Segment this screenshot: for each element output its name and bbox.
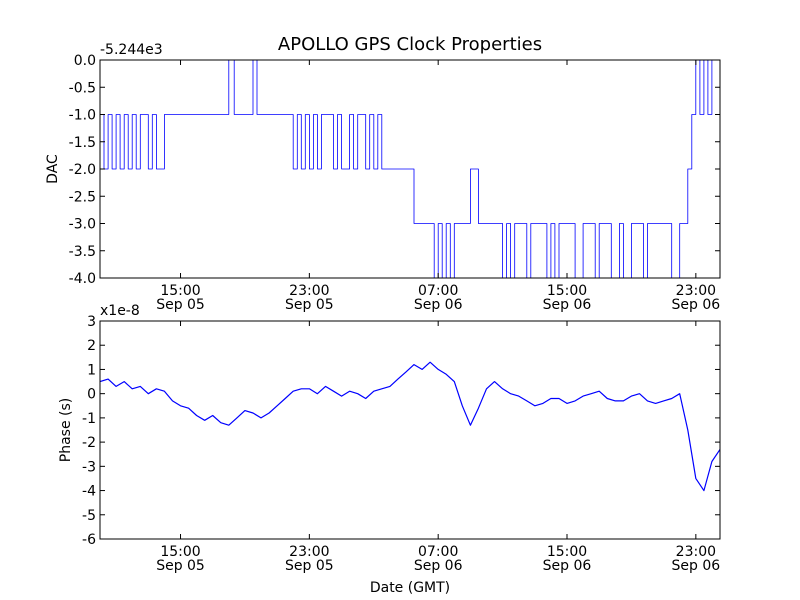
bottom-y-tick-label: 3 — [87, 314, 96, 330]
chart-title: APOLLO GPS Clock Properties — [278, 34, 542, 55]
top-y-tick-label: -0.5 — [69, 80, 96, 96]
bottom-plot-area — [99, 320, 721, 540]
bottom-y-tick-label: -1 — [82, 411, 96, 427]
x-axis-label: Date (GMT) — [370, 580, 450, 596]
bottom-x-tick-label-date: Sep 05 — [285, 558, 334, 574]
bottom-y-axis-label: Phase (s) — [58, 398, 74, 462]
top-y-tick-label: 0.0 — [74, 53, 96, 69]
bottom-y-tick-label: -5 — [82, 508, 96, 524]
top-panel: -5.244e3 0.0 -0.5 -1.0 -1.5 -2.0 -2.5 -3.0 -3.5… — [45, 42, 721, 313]
top-y-tick-label: -4.0 — [69, 271, 96, 287]
bottom-offset-label: x1e-8 — [100, 303, 140, 319]
top-x-tick-label-time: 15:00 — [547, 283, 587, 299]
bottom-x-tick-label-time: 23:00 — [289, 544, 329, 560]
top-x-tick-label-date: Sep 06 — [543, 297, 592, 313]
top-x-tick-label-date: Sep 05 — [285, 297, 334, 313]
phase-series — [99, 361, 721, 492]
top-x-tick-label-time: 23:00 — [676, 283, 716, 299]
top-x-tick-label-date: Sep 06 — [414, 297, 463, 313]
bottom-y-tick-label: -6 — [82, 532, 96, 548]
bottom-y-tick-label: -3 — [82, 459, 96, 475]
dac-series — [100, 59, 716, 279]
bottom-y-tick-label: 2 — [87, 338, 96, 354]
top-y-tick-label: -2.5 — [69, 189, 96, 205]
bottom-x-tick-label-time: 23:00 — [676, 544, 716, 560]
bottom-x-tick-label-time: 15:00 — [547, 544, 587, 560]
bottom-x-tick-label-time: 15:00 — [160, 544, 200, 560]
top-x-tick-label-time: 23:00 — [289, 283, 329, 299]
bottom-y-tick-label: -2 — [82, 435, 96, 451]
top-x-tick-label-time: 07:00 — [418, 283, 458, 299]
bottom-x-tick-label-date: Sep 06 — [672, 558, 721, 574]
bottom-x-tick-label-date: Sep 06 — [543, 558, 592, 574]
bottom-y-tick-label: 0 — [87, 387, 96, 403]
top-series-line-0 — [100, 59, 716, 279]
bottom-x-tick-label-time: 07:00 — [418, 544, 458, 560]
top-offset-label: -5.244e3 — [100, 42, 163, 58]
bottom-axes-frame — [99, 320, 721, 540]
top-y-tick-label: -2.0 — [69, 162, 96, 178]
bottom-y-tick-label: -4 — [82, 484, 96, 500]
bottom-y-tick-label: 1 — [87, 362, 96, 378]
top-x-tick-label-date: Sep 05 — [156, 297, 205, 313]
top-y-ticks: 0.0 -0.5 -1.0 -1.5 -2.0 -2.5 -3.0 -3.5 -4.0 — [69, 53, 720, 287]
top-y-axis-label: DAC — [45, 154, 61, 184]
top-y-tick-label: -3.0 — [69, 217, 96, 233]
top-x-tick-label-date: Sep 06 — [672, 297, 721, 313]
top-y-tick-label: -3.5 — [69, 244, 96, 260]
bottom-x-tick-label-date: Sep 06 — [414, 558, 463, 574]
bottom-x-tick-label-date: Sep 05 — [156, 558, 205, 574]
top-y-tick-label: -1.0 — [69, 108, 96, 124]
bottom-series-line-0 — [99, 361, 721, 492]
top-x-tick-label-time: 15:00 — [160, 283, 200, 299]
top-y-tick-label: -1.5 — [69, 135, 96, 151]
bottom-y-ticks: 3 2 1 0 -1 -2 -3 -4 -5 -6 — [82, 314, 720, 548]
